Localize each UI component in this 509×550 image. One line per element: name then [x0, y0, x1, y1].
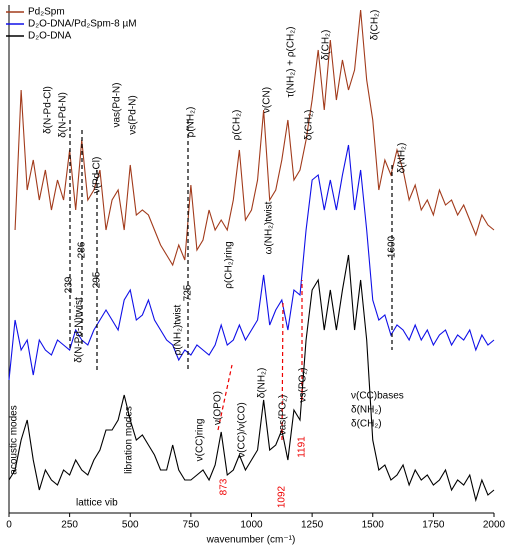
annotation: δ(N-Pd-N)twist [74, 297, 85, 363]
annotation: ω(NH₂)twist [264, 201, 275, 254]
annotation: ν(CC)/ν(CO) [237, 402, 248, 458]
annotation: δ(CH₂) [321, 30, 332, 61]
x-tick-label: 500 [122, 520, 139, 531]
annotation: δ(N-Pd-N) [58, 92, 69, 138]
guide-line [281, 299, 284, 441]
legend-label: Pd₂Spm [28, 7, 65, 18]
annotation: ρ(CH₂)ring [224, 241, 235, 288]
spectrum-line [14, 9, 495, 267]
annotation: δ(N-Pd-Cl) [43, 86, 54, 134]
annotation: νas(PO₂) [278, 395, 289, 436]
annotation: acoustic modes [9, 405, 20, 474]
x-axis-label: wavenumber (cm⁻¹) [206, 535, 296, 546]
x-tick-label: 1250 [301, 520, 324, 531]
spectrum-line [8, 254, 495, 503]
annotation: δ(NH₂) [257, 368, 268, 399]
annotation: νs(PO₂) [298, 368, 309, 403]
annotation: 873 [219, 478, 230, 495]
annotation: libration modes [124, 406, 135, 474]
annotation: ν(Pd-Cl) [92, 157, 103, 194]
spectrum-line [8, 144, 495, 381]
x-tick-label: 250 [61, 520, 78, 531]
annotation: δ(CH₂) [370, 10, 381, 41]
annotation: 1092 [277, 485, 288, 508]
annotation: 1191 [297, 436, 308, 458]
annotation: τ(NH₂) + ρ(CH₂) [286, 26, 297, 97]
annotation: 725 [183, 284, 194, 301]
annotation: δ(NH₂) [397, 143, 408, 174]
annotation: ρ(NH₂)twist [173, 304, 184, 355]
annotation: 1600 [387, 235, 398, 258]
annotation: 286 [77, 241, 88, 258]
x-tick-label: 1500 [362, 520, 385, 531]
x-tick-label: 750 [183, 520, 200, 531]
x-tick-label: 0 [6, 520, 12, 531]
annotation: δ(CH₂) [351, 419, 382, 430]
legend-label: D₂O-DNA/Pd₂Spm-8 µM [28, 19, 137, 30]
annotation: νs(Pd-N) [128, 95, 139, 134]
annotation: 239 [64, 276, 75, 293]
annotation: ν(OPO) [213, 391, 224, 425]
annotation: δ(NH₂) [351, 405, 382, 416]
annotation: 295 [92, 271, 103, 288]
annotation: ρ(CH₂) [232, 110, 243, 141]
x-tick-label: 1750 [422, 520, 445, 531]
annotation: ν(CC)bases [351, 391, 404, 402]
x-tick-label: 2000 [483, 520, 506, 531]
annotation: ν(CN) [262, 87, 273, 113]
annotation: νas(Pd-N) [112, 82, 123, 127]
annotation: ρ(NH₂) [186, 107, 197, 138]
legend-label: D₂O-DNA [28, 31, 72, 42]
x-tick-label: 1000 [240, 520, 263, 531]
annotation: lattice vib [76, 498, 118, 509]
annotation: δ(CH₂) [304, 110, 315, 141]
annotation: ν(CC)ring [195, 419, 206, 462]
